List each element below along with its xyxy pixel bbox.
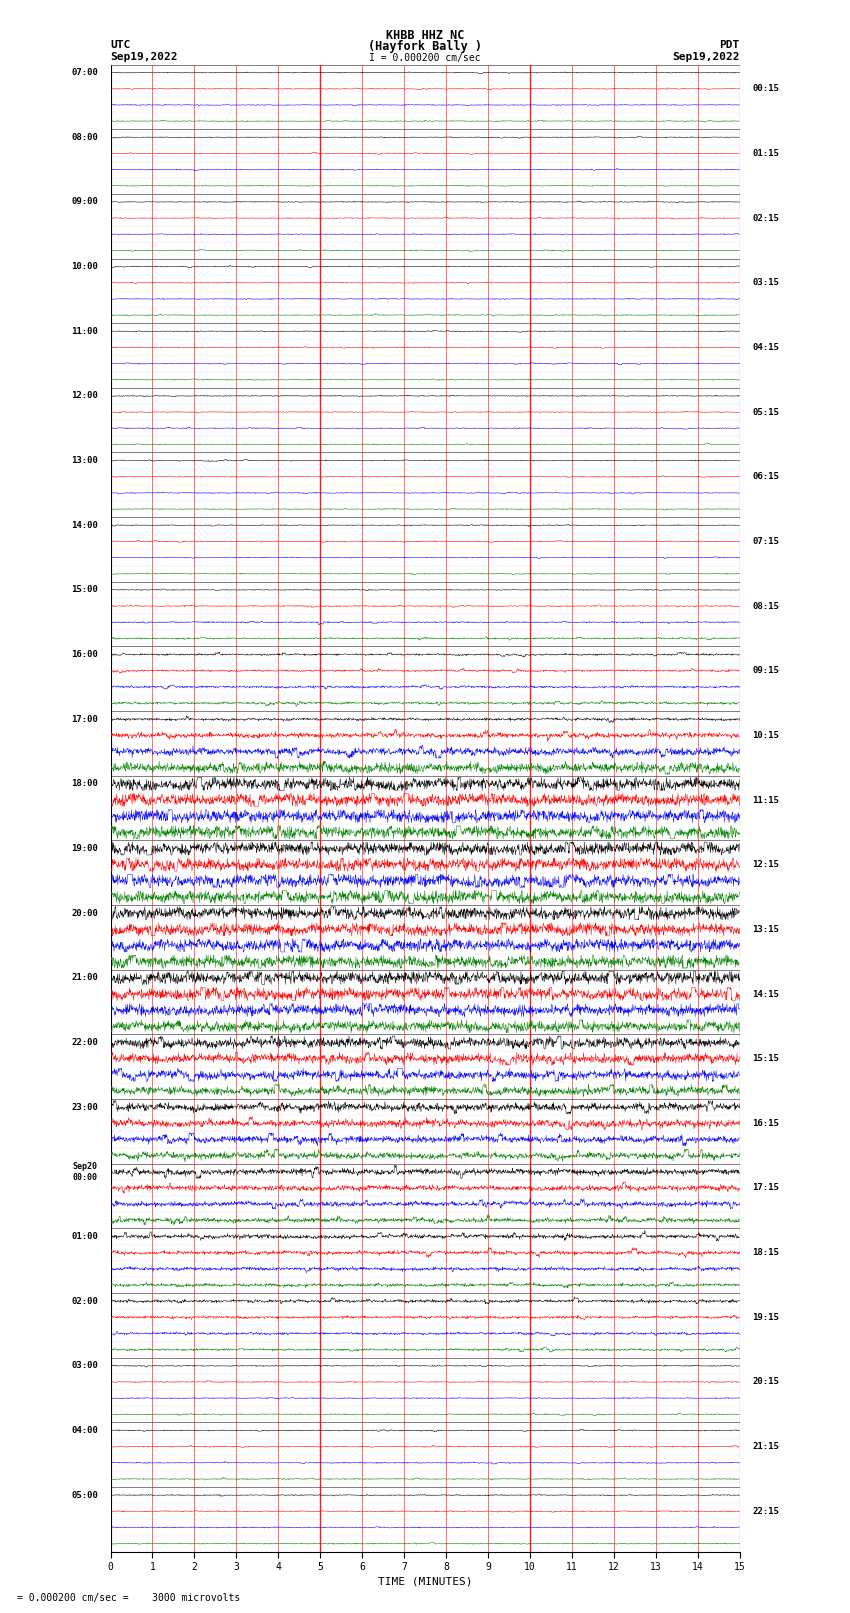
Text: 22:15: 22:15 [752, 1507, 779, 1516]
Text: 18:00: 18:00 [71, 779, 98, 789]
Text: = 0.000200 cm/sec =    3000 microvolts: = 0.000200 cm/sec = 3000 microvolts [17, 1594, 241, 1603]
Text: 14:00: 14:00 [71, 521, 98, 529]
Text: 02:15: 02:15 [752, 213, 779, 223]
Text: UTC: UTC [110, 40, 131, 50]
Text: 10:00: 10:00 [71, 261, 98, 271]
Text: 09:00: 09:00 [71, 197, 98, 206]
Text: 12:00: 12:00 [71, 392, 98, 400]
Text: 20:00: 20:00 [71, 908, 98, 918]
Text: 02:00: 02:00 [71, 1297, 98, 1305]
Text: 01:15: 01:15 [752, 148, 779, 158]
Text: 05:15: 05:15 [752, 408, 779, 416]
Text: I = 0.000200 cm/sec: I = 0.000200 cm/sec [369, 53, 481, 63]
Text: 08:00: 08:00 [71, 132, 98, 142]
Text: 07:15: 07:15 [752, 537, 779, 545]
Text: 16:15: 16:15 [752, 1119, 779, 1127]
Text: 19:15: 19:15 [752, 1313, 779, 1321]
Text: 10:15: 10:15 [752, 731, 779, 740]
Text: Sep19,2022: Sep19,2022 [672, 52, 740, 61]
Text: 03:00: 03:00 [71, 1361, 98, 1371]
Text: 20:15: 20:15 [752, 1378, 779, 1387]
Text: 04:15: 04:15 [752, 344, 779, 352]
Text: 00:15: 00:15 [752, 84, 779, 94]
Text: 15:15: 15:15 [752, 1055, 779, 1063]
Text: 21:00: 21:00 [71, 973, 98, 982]
Text: 03:15: 03:15 [752, 279, 779, 287]
Text: 14:15: 14:15 [752, 989, 779, 998]
Text: 07:00: 07:00 [71, 68, 98, 77]
Text: 16:00: 16:00 [71, 650, 98, 660]
Text: Sep19,2022: Sep19,2022 [110, 52, 178, 61]
Text: 09:15: 09:15 [752, 666, 779, 676]
Text: 23:00: 23:00 [71, 1103, 98, 1111]
Text: 13:15: 13:15 [752, 924, 779, 934]
Text: Sep20
00:00: Sep20 00:00 [73, 1161, 98, 1182]
Text: 08:15: 08:15 [752, 602, 779, 611]
Text: 11:15: 11:15 [752, 795, 779, 805]
Text: 11:00: 11:00 [71, 327, 98, 336]
Text: 18:15: 18:15 [752, 1248, 779, 1257]
Text: 22:00: 22:00 [71, 1039, 98, 1047]
Text: 19:00: 19:00 [71, 844, 98, 853]
Text: 01:00: 01:00 [71, 1232, 98, 1240]
Text: KHBB HHZ NC: KHBB HHZ NC [386, 29, 464, 42]
Text: 15:00: 15:00 [71, 586, 98, 594]
Text: 05:00: 05:00 [71, 1490, 98, 1500]
Text: 13:00: 13:00 [71, 456, 98, 465]
Text: 06:15: 06:15 [752, 473, 779, 481]
Text: (Hayfork Bally ): (Hayfork Bally ) [368, 40, 482, 53]
Text: 17:15: 17:15 [752, 1184, 779, 1192]
Text: PDT: PDT [719, 40, 740, 50]
Text: 17:00: 17:00 [71, 715, 98, 724]
Text: 12:15: 12:15 [752, 860, 779, 869]
X-axis label: TIME (MINUTES): TIME (MINUTES) [377, 1576, 473, 1586]
Text: 21:15: 21:15 [752, 1442, 779, 1452]
Text: 04:00: 04:00 [71, 1426, 98, 1436]
